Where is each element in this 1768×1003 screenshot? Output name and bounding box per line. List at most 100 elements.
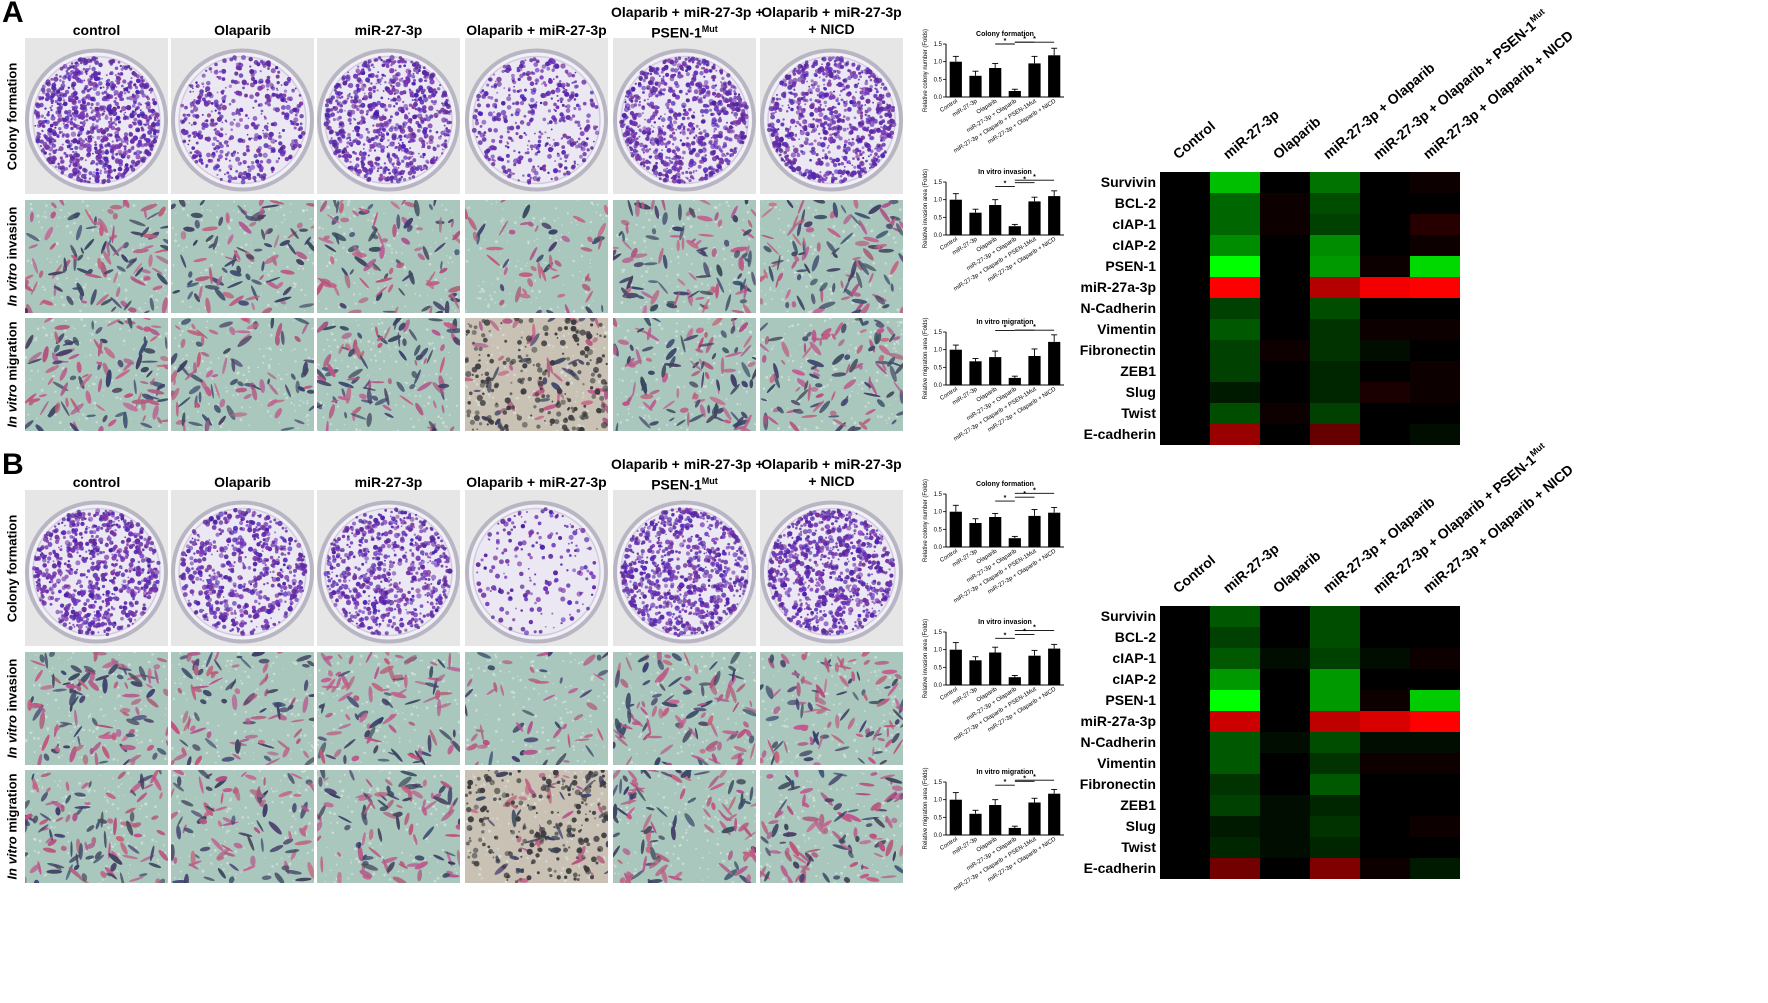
- heatmap-cell: [1160, 382, 1210, 403]
- bar: [1028, 356, 1041, 385]
- bar: [1008, 377, 1021, 385]
- heatmap-cell: [1310, 361, 1360, 382]
- group-header: control: [23, 22, 170, 39]
- bar-chart: In vitro migration Relative migration are…: [923, 767, 1064, 893]
- heatmap-cell: [1310, 774, 1360, 795]
- bar: [949, 649, 962, 685]
- migration-micrograph: [317, 770, 460, 883]
- heatmap-cell: [1410, 837, 1460, 858]
- panel-b: B control Olaparib miR-27-3p Olaparib + miR…: [0, 441, 1768, 893]
- heatmap-cell: [1210, 319, 1260, 340]
- heatmap-cell: [1410, 193, 1460, 214]
- heatmap-cell: [1210, 753, 1260, 774]
- invasion-micrograph: [25, 200, 168, 313]
- row-label: In vitro migration: [4, 773, 20, 880]
- heatmap-cell: [1210, 256, 1260, 277]
- bar: [949, 61, 962, 97]
- heatmap-cell: [1410, 361, 1460, 382]
- significance-star: *: [1023, 775, 1026, 782]
- heatmap-cell: [1210, 795, 1260, 816]
- heatmap-cell: [1310, 690, 1360, 711]
- heatmap-cell: [1410, 774, 1460, 795]
- bar: [1028, 802, 1041, 835]
- chart-title: Colony formation: [976, 31, 1034, 38]
- heatmap-cell: [1210, 774, 1260, 795]
- invasion-micrograph: [317, 652, 460, 765]
- bar: [1008, 91, 1021, 97]
- group-header-line2: Olaparib: [214, 474, 271, 490]
- heatmap-row-label: Survivin: [1100, 174, 1156, 190]
- bar-chart-container: In vitro migration Relative migration are…: [918, 317, 1068, 443]
- heatmap-row-label: cIAP-2: [1112, 671, 1156, 687]
- superscript: Mut: [701, 24, 718, 34]
- y-tick-label: 0.5: [934, 77, 943, 83]
- heatmap-cell: [1260, 648, 1310, 669]
- heatmap-row-label: E-cadherin: [1083, 860, 1156, 876]
- group-header-line1: Olaparib + miR-27-3p: [761, 456, 902, 472]
- heatmap-row-label: Twist: [1121, 405, 1156, 421]
- colony-plate-image: [760, 490, 903, 646]
- heatmap-cell: [1160, 277, 1210, 298]
- group-header: Olaparib + miR-27-3p: [463, 22, 610, 39]
- bar: [969, 361, 982, 385]
- heatmap-cell: [1260, 627, 1310, 648]
- heatmap-cell: [1410, 669, 1460, 690]
- heatmap-cell: [1160, 753, 1210, 774]
- y-tick-label: 1.5: [934, 180, 943, 186]
- row-label: Colony formation: [4, 514, 20, 622]
- heatmap-cell: [1360, 774, 1410, 795]
- heatmap-row-label: Vimentin: [1097, 755, 1156, 771]
- heatmap-cell: [1160, 837, 1210, 858]
- chart-title: In vitro invasion: [978, 619, 1032, 626]
- heatmap-cell: [1210, 235, 1260, 256]
- heatmap-cell: [1160, 172, 1210, 193]
- colony-plate-image: [171, 490, 314, 646]
- migration-micrograph: [760, 318, 903, 431]
- heatmap-cell: [1310, 424, 1360, 445]
- heatmap-cell: [1310, 669, 1360, 690]
- heatmap-cell: [1210, 648, 1260, 669]
- heatmap-cell: [1410, 424, 1460, 445]
- bar: [1048, 196, 1061, 235]
- heatmap-cell: [1260, 424, 1310, 445]
- heatmap-cell: [1160, 298, 1210, 319]
- invasion-micrograph: [25, 652, 168, 765]
- bar: [949, 349, 962, 385]
- heatmap-cell: [1410, 340, 1460, 361]
- bar: [1048, 55, 1061, 97]
- colony-plate-image: [613, 38, 756, 194]
- heatmap-cell: [1360, 319, 1410, 340]
- heatmap-cell: [1310, 193, 1360, 214]
- group-header-line1: Olaparib + miR-27-3p +: [611, 456, 764, 472]
- heatmap-cell: [1260, 256, 1310, 277]
- y-tick-label: 0.0: [934, 683, 943, 689]
- group-header-line2: Olaparib + miR-27-3p: [466, 22, 607, 38]
- heatmap-cell: [1410, 690, 1460, 711]
- bar: [969, 523, 982, 547]
- invasion-micrograph: [613, 652, 756, 765]
- heatmap-cell: [1410, 382, 1460, 403]
- group-header: Olaparib: [169, 22, 316, 39]
- heatmap-cell: [1360, 193, 1410, 214]
- heatmap-cell: [1260, 319, 1310, 340]
- group-header-line2: control: [72, 22, 121, 38]
- bar: [1008, 677, 1021, 685]
- bar: [989, 68, 1002, 97]
- heatmap-cell: [1260, 298, 1310, 319]
- heatmap-cell: [1260, 382, 1310, 403]
- invasion-micrograph: [317, 200, 460, 313]
- heatmap-cell: [1360, 627, 1410, 648]
- heatmap-cell: [1360, 277, 1410, 298]
- heatmap-cell: [1160, 648, 1210, 669]
- heatmap-row-label: Fibronectin: [1079, 776, 1156, 792]
- heatmap-cell: [1260, 172, 1310, 193]
- heatmap-cell: [1310, 277, 1360, 298]
- heatmap-cell: [1210, 669, 1260, 690]
- heatmap-cell: [1160, 214, 1210, 235]
- panel-a: A control Olaparib miR-27-3p Olaparib + miR…: [0, 0, 1768, 445]
- heatmap-cell: [1210, 361, 1260, 382]
- group-header-line2: + NICD: [808, 21, 855, 37]
- y-tick-label: 1.5: [934, 42, 943, 48]
- heatmap-cell: [1260, 235, 1310, 256]
- heatmap-cell: [1360, 795, 1410, 816]
